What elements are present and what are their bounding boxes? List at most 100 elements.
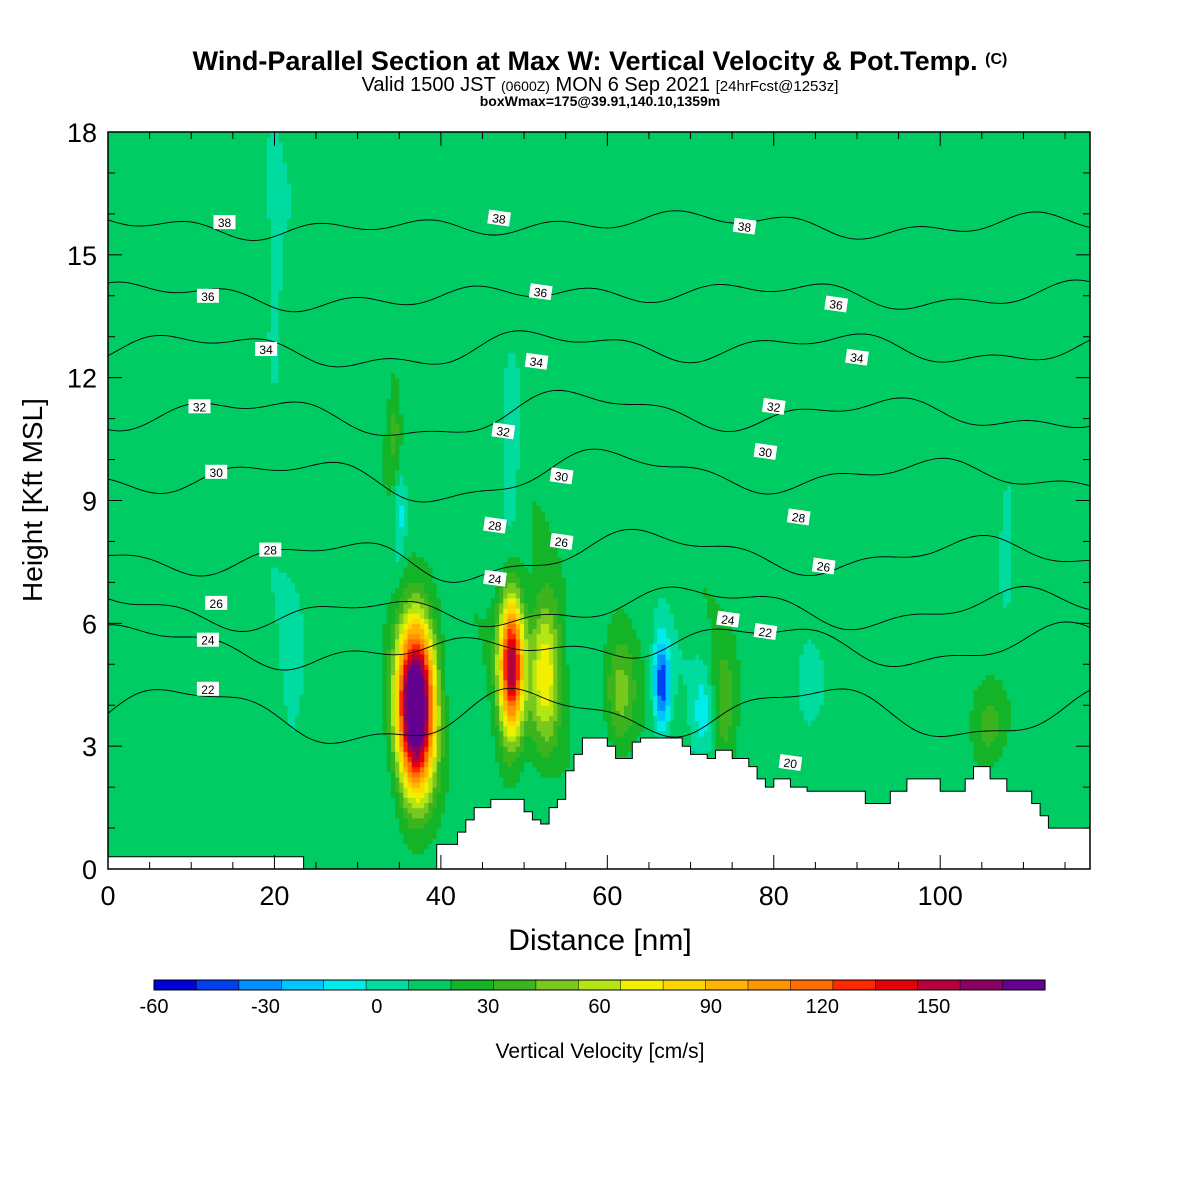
w-cell: [191, 373, 196, 379]
w-cell: [141, 644, 146, 650]
w-cell: [204, 547, 209, 553]
w-cell: [125, 833, 130, 839]
w-cell: [233, 762, 238, 768]
w-cell: [225, 454, 230, 460]
w-cell: [125, 132, 130, 138]
w-cell: [229, 577, 234, 583]
w-cell: [237, 347, 242, 353]
w-cell: [216, 562, 221, 568]
w-cell: [195, 762, 200, 768]
w-cell: [129, 557, 134, 563]
w-cell: [195, 460, 200, 466]
w-cell: [195, 168, 200, 174]
w-cell: [166, 280, 171, 286]
w-cell: [212, 582, 217, 588]
w-cell: [137, 634, 142, 640]
w-cell: [170, 439, 175, 445]
w-cell: [237, 552, 242, 558]
w-cell: [187, 751, 192, 757]
w-cell: [170, 536, 175, 542]
w-cell: [116, 756, 121, 762]
w-cell: [179, 715, 184, 721]
w-cell: [233, 332, 238, 338]
w-cell: [112, 357, 117, 363]
w-cell: [158, 675, 163, 681]
w-cell: [154, 444, 159, 450]
w-cell: [170, 557, 175, 563]
w-cell: [225, 731, 230, 737]
w-cell: [175, 557, 180, 563]
w-cell: [145, 582, 150, 588]
w-cell: [129, 746, 134, 752]
w-cell: [204, 521, 209, 527]
w-cell: [141, 393, 146, 399]
w-cell: [179, 311, 184, 317]
w-cell: [212, 659, 217, 665]
w-cell: [237, 685, 242, 691]
w-cell: [145, 214, 150, 220]
w-cell: [112, 808, 117, 814]
w-cell: [166, 659, 171, 665]
w-cell: [200, 541, 205, 547]
w-cell: [187, 613, 192, 619]
w-cell: [220, 419, 225, 425]
w-cell: [220, 843, 225, 849]
w-cell: [145, 797, 150, 803]
w-cell: [179, 828, 184, 834]
w-cell: [125, 465, 130, 471]
w-cell: [191, 695, 196, 701]
w-cell: [137, 685, 142, 691]
w-cell: [129, 843, 134, 849]
w-cell: [137, 373, 142, 379]
w-cell: [183, 204, 188, 210]
w-cell: [158, 613, 163, 619]
w-cell: [162, 608, 167, 614]
w-cell: [158, 634, 163, 640]
w-cell: [162, 147, 167, 153]
w-cell: [195, 736, 200, 742]
w-cell: [216, 823, 221, 829]
w-cell: [187, 321, 192, 327]
w-cell: [162, 705, 167, 711]
w-cell: [212, 506, 217, 512]
w-cell: [183, 311, 188, 317]
w-cell: [191, 557, 196, 563]
w-cell: [112, 756, 117, 762]
w-cell: [191, 598, 196, 604]
w-cell: [120, 388, 125, 394]
w-cell: [125, 239, 130, 245]
w-cell: [233, 383, 238, 389]
w-cell: [141, 142, 146, 148]
w-cell: [129, 813, 134, 819]
w-cell: [137, 239, 142, 245]
w-cell: [137, 439, 142, 445]
w-cell: [133, 582, 138, 588]
w-cell: [216, 168, 221, 174]
w-cell: [145, 603, 150, 609]
w-cell: [200, 731, 205, 737]
w-cell: [145, 342, 150, 348]
w-cell: [129, 828, 134, 834]
w-cell: [187, 147, 192, 153]
w-cell: [225, 618, 230, 624]
w-cell: [116, 260, 121, 266]
w-cell: [216, 762, 221, 768]
w-cell: [170, 296, 175, 302]
w-cell: [120, 843, 125, 849]
w-cell: [225, 357, 230, 363]
w-cell: [225, 326, 230, 332]
w-cell: [179, 516, 184, 522]
w-cell: [166, 756, 171, 762]
w-cell: [225, 577, 230, 583]
w-cell: [208, 209, 213, 215]
w-cell: [195, 465, 200, 471]
w-cell: [133, 168, 138, 174]
w-cell: [183, 357, 188, 363]
w-cell: [191, 792, 196, 798]
w-cell: [162, 495, 167, 501]
w-cell: [204, 311, 209, 317]
w-cell: [166, 163, 171, 169]
w-cell: [112, 475, 117, 481]
w-cell: [212, 434, 217, 440]
w-cell: [183, 736, 188, 742]
